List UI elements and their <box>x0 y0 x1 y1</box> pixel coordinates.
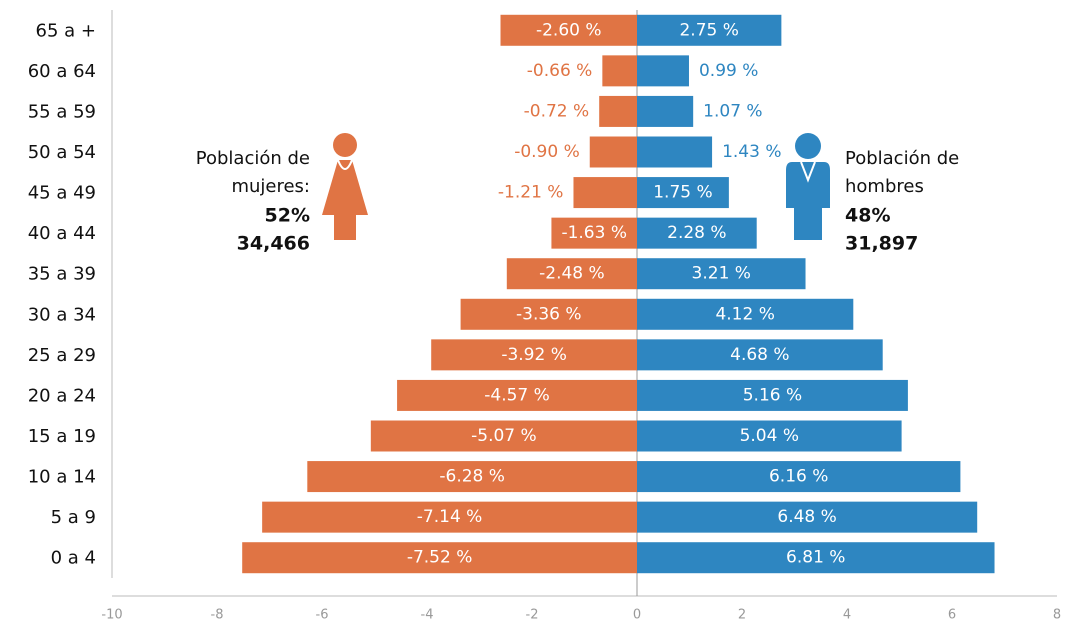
annotation: hombres <box>845 176 924 197</box>
bar <box>637 136 713 168</box>
x-tick-label: -10 <box>101 608 122 623</box>
y-tick-label: 45 a 49 <box>28 183 96 204</box>
bar <box>637 298 854 330</box>
women-icon <box>322 133 368 240</box>
bar <box>637 542 995 574</box>
value-label: 6.16 % <box>769 467 828 487</box>
value-label: -1.21 % <box>498 183 564 203</box>
x-tick-label: -6 <box>316 608 329 623</box>
value-label: -7.52 % <box>407 548 473 568</box>
value-label: 1.07 % <box>703 101 762 121</box>
value-label: -6.28 % <box>439 467 505 487</box>
bar <box>573 177 637 209</box>
y-tick-label: 35 a 39 <box>28 264 96 285</box>
value-label: 2.28 % <box>667 223 726 243</box>
value-label: -3.92 % <box>501 345 567 365</box>
value-label: -0.72 % <box>524 101 590 121</box>
x-tick-label: -2 <box>526 608 539 623</box>
y-tick-label: 60 a 64 <box>28 61 96 82</box>
value-label: 1.43 % <box>722 142 781 162</box>
bar <box>431 339 637 371</box>
value-label: -1.63 % <box>561 223 627 243</box>
bar <box>500 14 637 46</box>
x-tick-label: 4 <box>843 608 851 623</box>
bar <box>637 501 978 533</box>
y-tick-label: 0 a 4 <box>51 548 96 569</box>
bar <box>637 379 908 411</box>
bar <box>262 501 637 533</box>
value-label: -2.48 % <box>539 264 605 284</box>
annotation: 31,897 <box>845 233 918 255</box>
y-tick-label: 20 a 24 <box>28 385 96 406</box>
bar <box>506 258 637 290</box>
annotation: 48% <box>845 205 890 227</box>
bar <box>370 420 637 452</box>
bar <box>602 55 637 87</box>
y-tick-label: 15 a 19 <box>28 426 96 447</box>
y-tick-label: 65 a + <box>36 20 96 41</box>
value-label: -3.36 % <box>516 304 582 324</box>
y-tick-label: 30 a 34 <box>28 304 96 325</box>
bar <box>307 461 637 493</box>
x-tick-label: 8 <box>1053 608 1061 623</box>
bar <box>637 258 806 290</box>
value-label: -4.57 % <box>484 385 550 405</box>
x-tick-label: 0 <box>633 608 641 623</box>
annotation: 52% <box>265 205 310 227</box>
value-label: 0.99 % <box>699 61 758 81</box>
y-tick-label: 50 a 54 <box>28 142 96 163</box>
annotation: mujeres: <box>231 176 310 197</box>
value-label: -2.60 % <box>536 20 602 40</box>
y-tick-label: 5 a 9 <box>51 507 96 528</box>
bar <box>637 14 782 46</box>
annotation: Población de <box>196 148 310 169</box>
bar <box>397 379 637 411</box>
value-label: 6.81 % <box>786 548 845 568</box>
value-label: 4.68 % <box>730 345 789 365</box>
bar <box>242 542 637 574</box>
value-label: -7.14 % <box>417 507 483 527</box>
value-label: 5.16 % <box>743 385 802 405</box>
value-label: 2.75 % <box>679 20 738 40</box>
y-tick-label: 55 a 59 <box>28 101 96 122</box>
bar <box>460 298 637 330</box>
y-tick-label: 40 a 44 <box>28 223 96 244</box>
value-label: 4.12 % <box>715 304 774 324</box>
bar <box>637 55 689 87</box>
value-label: 3.21 % <box>692 264 751 284</box>
value-label: 6.48 % <box>777 507 836 527</box>
x-tick-label: -8 <box>211 608 224 623</box>
value-label: 5.04 % <box>740 426 799 446</box>
value-label: -0.66 % <box>527 61 593 81</box>
men-icon <box>786 133 830 240</box>
bar <box>637 420 902 452</box>
bar <box>637 177 729 209</box>
bar <box>551 217 637 249</box>
bar <box>599 95 637 127</box>
value-label: -5.07 % <box>471 426 537 446</box>
value-label: 1.75 % <box>653 183 712 203</box>
bar <box>637 461 961 493</box>
bar <box>637 217 757 249</box>
bar <box>637 339 883 371</box>
bar <box>637 95 694 127</box>
x-tick-label: -4 <box>421 608 434 623</box>
annotation: 34,466 <box>237 233 310 255</box>
y-tick-label: 10 a 14 <box>28 467 96 488</box>
value-label: -0.90 % <box>514 142 580 162</box>
annotation: Población de <box>845 148 959 169</box>
y-tick-label: 25 a 29 <box>28 345 96 366</box>
bar <box>589 136 637 168</box>
x-tick-label: 2 <box>738 608 746 623</box>
x-tick-label: 6 <box>948 608 956 623</box>
